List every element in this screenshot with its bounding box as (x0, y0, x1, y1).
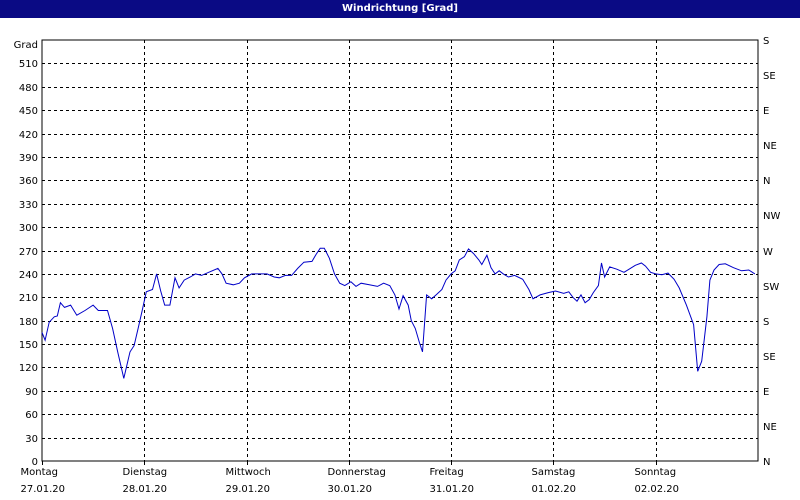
series-line-wind-direction (41, 247, 756, 379)
y-tick-label: 0 (32, 457, 38, 468)
compass-tick-label: NW (763, 211, 780, 222)
chart-title: Windrichtung [Grad] (342, 3, 458, 14)
y-tick-label: 360 (19, 176, 38, 187)
x-tick-date-label: 29.01.20 (226, 484, 271, 495)
x-tick-date-label: 01.02.20 (532, 484, 577, 495)
compass-tick-label: SE (763, 71, 776, 82)
compass-tick-label: NE (763, 141, 777, 152)
y-tick-label: 240 (19, 270, 38, 281)
compass-tick-label: E (763, 106, 769, 117)
y-axis-ticks: 0 30 60 90 120 150 180 210 240 270 300 330 360 390 420… (19, 59, 38, 468)
y-axis-label: Grad (14, 40, 38, 51)
y-tick-label: 330 (19, 200, 38, 211)
y-tick-label: 60 (25, 410, 38, 421)
grid (42, 40, 758, 461)
y-tick-label: 150 (19, 340, 38, 351)
y-tick-label: 480 (19, 83, 38, 94)
y-tick-label: 450 (19, 106, 38, 117)
compass-tick-label: S (763, 317, 769, 328)
compass-tick-label: N (763, 457, 770, 468)
y-tick-label: 90 (25, 387, 38, 398)
x-tick-date-label: 31.01.20 (430, 484, 475, 495)
y-tick-label: 390 (19, 153, 38, 164)
y-tick-label: 180 (19, 317, 38, 328)
compass-tick-label: W (763, 247, 773, 258)
x-tick-day-label: Sonntag (635, 467, 677, 478)
x-tick-date-label: 28.01.20 (123, 484, 168, 495)
y-tick-label: 420 (19, 130, 38, 141)
compass-tick-label: S (763, 36, 769, 47)
y-tick-label: 300 (19, 223, 38, 234)
y-tick-label: 120 (19, 363, 38, 374)
compass-tick-label: SE (763, 352, 776, 363)
x-tick-date-label: 30.01.20 (328, 484, 373, 495)
compass-tick-label: NE (763, 422, 777, 433)
y-tick-label: 210 (19, 293, 38, 304)
compass-tick-label: SW (763, 282, 779, 293)
x-tick-day-label: Dienstag (123, 467, 168, 478)
x-axis-ticks: Montag 27.01.20 Dienstag 28.01.20 Mittwoch 29… (21, 461, 680, 495)
x-tick-day-label: Donnerstag (328, 467, 386, 478)
x-tick-date-label: 27.01.20 (21, 484, 66, 495)
y-tick-label: 270 (19, 247, 38, 258)
x-tick-day-label: Montag (21, 467, 58, 478)
compass-axis-ticks: N NE E SE S SW W NW N NE E SE S (763, 36, 780, 468)
x-tick-day-label: Samstag (532, 467, 576, 478)
x-tick-date-label: 02.02.20 (635, 484, 680, 495)
plot-frame (41, 39, 759, 462)
compass-tick-label: E (763, 387, 769, 398)
x-tick-day-label: Freitag (430, 467, 464, 478)
y-tick-label: 30 (25, 434, 38, 445)
y-tick-label: 510 (19, 59, 38, 70)
window-title-bar: Windrichtung [Grad] (0, 0, 800, 18)
compass-tick-label: N (763, 176, 770, 187)
x-tick-day-label: Mittwoch (226, 467, 271, 478)
